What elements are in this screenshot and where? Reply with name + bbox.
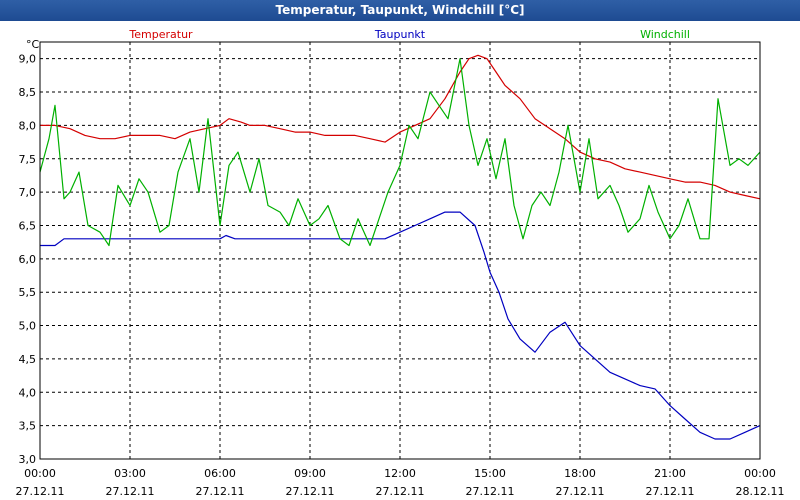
x-tick-date: 27.12.11 [556, 485, 605, 498]
series-line-windchill [39, 58, 761, 247]
y-tick-label: 5,5 [19, 286, 37, 299]
y-tick-label: 4,0 [19, 386, 37, 399]
y-tick-label: 8,5 [19, 86, 37, 99]
y-tick-label: 9,0 [19, 53, 37, 66]
y-axis-label: °C [26, 38, 40, 51]
x-tick-time: 00:00 [744, 467, 776, 480]
x-tick-time: 09:00 [294, 467, 326, 480]
series-lines [39, 54, 761, 440]
y-tick-label: 6,5 [19, 219, 37, 232]
x-tick-time: 03:00 [114, 467, 146, 480]
y-axis-ticks: 9,0 8,5 8,0 7,5 7,0 6,5 6,0 5,5 5,0 4,5 4,0 3,5 3,0 [19, 53, 37, 466]
y-tick-label: 4,5 [19, 353, 37, 366]
x-tick-time: 21:00 [654, 467, 686, 480]
y-tick-label: 5,0 [19, 320, 37, 333]
y-tick-label: 6,0 [19, 253, 37, 266]
legend-entry-temperatur: Temperatur [128, 28, 193, 41]
y-tick-label: 7,0 [19, 186, 37, 199]
x-tick-time: 06:00 [204, 467, 236, 480]
y-tick-label: 3,0 [19, 453, 37, 466]
x-tick-time: 00:00 [24, 467, 56, 480]
y-tick-label: 8,0 [19, 119, 37, 132]
legend-entry-windchill: Windchill [640, 28, 690, 41]
x-tick-date: 27.12.11 [196, 485, 245, 498]
x-tick-time: 18:00 [564, 467, 596, 480]
legend-entry-taupunkt: Taupunkt [374, 28, 426, 41]
x-tick-date: 27.12.11 [106, 485, 155, 498]
y-tick-label: 3,5 [19, 420, 37, 433]
legend: Temperatur Taupunkt Windchill [128, 28, 690, 41]
x-tick-date: 27.12.11 [16, 485, 65, 498]
x-tick-date: 27.12.11 [646, 485, 695, 498]
series-line-taupunkt [40, 211, 761, 440]
x-tick-date: 28.12.11 [736, 485, 785, 498]
x-tick-date: 27.12.11 [376, 485, 425, 498]
chart-canvas: 9,08,58,07,57,06,56,05,55,04,54,03,53,0 … [16, 28, 785, 498]
x-tick-time: 15:00 [474, 467, 506, 480]
x-axis-ticks: 00:00 27.12.11 03:00 27.12.11 06:00 27.12.11 0… [16, 467, 785, 498]
series-line-temperatur [40, 54, 761, 200]
y-tick-label: 7,5 [19, 153, 37, 166]
x-tick-date: 27.12.11 [286, 485, 335, 498]
chart-title: Temperatur, Taupunkt, Windchill [°C] [0, 0, 800, 21]
plot-border [39, 41, 761, 460]
x-tick-time: 12:00 [384, 467, 416, 480]
grid [40, 42, 760, 459]
x-tick-date: 27.12.11 [466, 485, 515, 498]
